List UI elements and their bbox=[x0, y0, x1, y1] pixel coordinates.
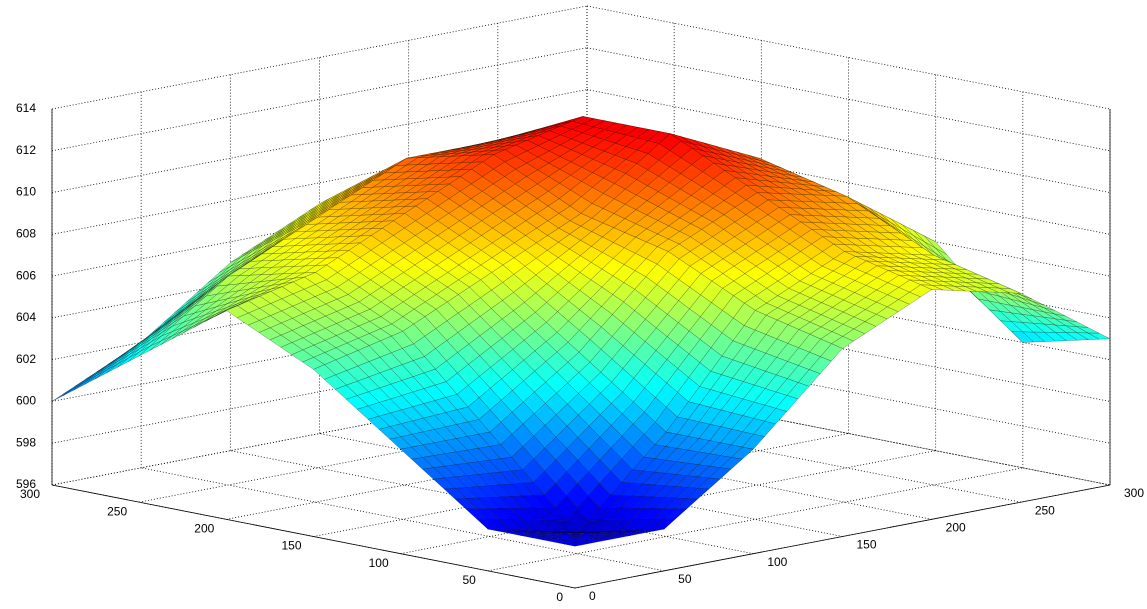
x-tick-label: 250 bbox=[1035, 503, 1055, 517]
z-tick-label: 600 bbox=[16, 394, 36, 408]
grid-line bbox=[226, 415, 762, 520]
grid-line bbox=[586, 89, 1111, 193]
y-tick-label: 150 bbox=[281, 539, 301, 553]
grid-line bbox=[586, 298, 1111, 402]
grid-line bbox=[51, 5, 588, 110]
y-tick-label: 50 bbox=[462, 573, 476, 587]
x-tick-label: 100 bbox=[767, 555, 787, 569]
surface-patch bbox=[73, 375, 96, 391]
x-tick-label: 150 bbox=[857, 538, 877, 552]
grid-line bbox=[586, 47, 1111, 152]
grid-line bbox=[51, 214, 588, 319]
z-tick-label: 598 bbox=[16, 435, 36, 449]
x-tick-label: 0 bbox=[589, 589, 596, 603]
x-tick-label: 300 bbox=[1124, 486, 1144, 500]
grid-line bbox=[313, 433, 849, 537]
grid-line bbox=[400, 450, 936, 555]
y-tick-label: 100 bbox=[369, 556, 389, 570]
grid-line bbox=[51, 130, 588, 235]
z-tick-label: 612 bbox=[16, 143, 36, 157]
z-tick-label: 608 bbox=[16, 227, 36, 241]
y-tick-label: 0 bbox=[556, 590, 563, 604]
z-tick-label: 606 bbox=[16, 268, 36, 282]
grid-line bbox=[139, 398, 675, 503]
grid-line bbox=[51, 172, 588, 277]
z-tick-label: 610 bbox=[16, 185, 36, 199]
grid-line bbox=[51, 47, 588, 152]
surface-patch bbox=[51, 387, 75, 402]
grid-line bbox=[51, 298, 588, 402]
grid-line bbox=[51, 381, 588, 486]
grid-line bbox=[586, 130, 1111, 235]
grid-line bbox=[51, 339, 588, 444]
y-axis bbox=[51, 484, 576, 589]
x-tick-label: 50 bbox=[678, 572, 692, 586]
z-tick-label: 614 bbox=[16, 101, 36, 115]
grid-line bbox=[487, 467, 1023, 572]
y-tick-label: 300 bbox=[20, 487, 40, 501]
surface-patch bbox=[564, 542, 587, 547]
grid-line bbox=[586, 339, 1111, 444]
surface-patch bbox=[84, 369, 107, 385]
y-tick-label: 200 bbox=[194, 522, 214, 536]
grid-line bbox=[586, 172, 1111, 277]
surface-patch bbox=[62, 381, 86, 396]
grid-line bbox=[586, 5, 1111, 110]
z-tick-label: 604 bbox=[16, 310, 36, 324]
grid-line bbox=[51, 89, 588, 193]
surface-patch bbox=[84, 367, 108, 383]
grid-line bbox=[230, 450, 754, 555]
y-tick-label: 250 bbox=[107, 504, 127, 518]
z-tick-label: 602 bbox=[16, 352, 36, 366]
x-axis bbox=[574, 484, 1111, 589]
x-tick-label: 200 bbox=[946, 521, 966, 535]
z-tick-label: 596 bbox=[16, 477, 36, 491]
surface-patch bbox=[73, 373, 97, 389]
